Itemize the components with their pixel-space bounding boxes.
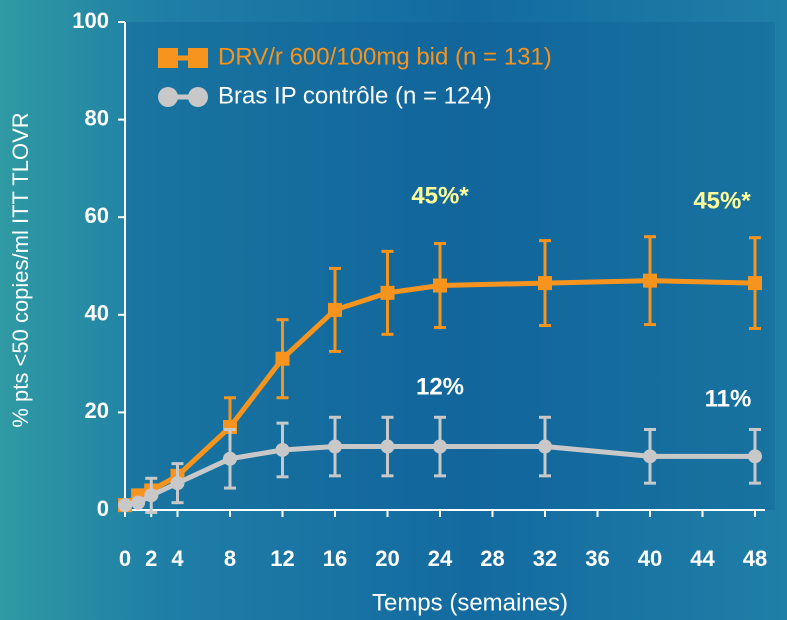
y-axis-label: % pts <50 copies/ml ITT TLOVR bbox=[8, 112, 33, 427]
x-tick-label: 2 bbox=[145, 546, 157, 571]
x-axis-label: Temps (semaines) bbox=[372, 589, 568, 616]
x-tick-label: 28 bbox=[480, 546, 504, 571]
x-tick-label: 20 bbox=[375, 546, 399, 571]
marker bbox=[275, 442, 290, 457]
legend-marker bbox=[158, 87, 178, 107]
x-tick-label: 44 bbox=[690, 546, 715, 571]
x-tick-label: 24 bbox=[428, 546, 453, 571]
x-tick-label: 16 bbox=[323, 546, 347, 571]
annotation: 45%* bbox=[411, 182, 469, 209]
x-tick-label: 36 bbox=[585, 546, 609, 571]
marker bbox=[144, 488, 159, 503]
marker bbox=[275, 351, 290, 366]
legend-label: DRV/r 600/100mg bid (n = 131) bbox=[218, 43, 552, 70]
y-tick-label: 20 bbox=[85, 398, 109, 423]
marker bbox=[433, 439, 447, 454]
legend-marker bbox=[158, 48, 178, 68]
marker bbox=[538, 439, 552, 454]
annotation: 45%* bbox=[693, 187, 751, 214]
annotation: 12% bbox=[416, 373, 464, 400]
marker bbox=[223, 451, 237, 466]
marker bbox=[643, 449, 657, 464]
x-tick-label: 12 bbox=[270, 546, 294, 571]
x-tick-label: 48 bbox=[743, 546, 767, 571]
marker bbox=[748, 449, 762, 464]
x-tick-label: 40 bbox=[638, 546, 662, 571]
y-tick-label: 100 bbox=[72, 8, 109, 33]
x-tick-label: 32 bbox=[533, 546, 557, 571]
marker bbox=[118, 498, 132, 513]
y-tick-label: 0 bbox=[97, 496, 109, 521]
legend-marker bbox=[188, 48, 208, 68]
marker bbox=[131, 495, 146, 510]
marker bbox=[433, 278, 447, 293]
annotation: 11% bbox=[705, 385, 752, 412]
y-tick-label: 80 bbox=[85, 105, 109, 130]
marker bbox=[380, 439, 395, 454]
marker bbox=[170, 476, 185, 491]
marker bbox=[328, 439, 342, 454]
marker bbox=[643, 273, 657, 288]
marker bbox=[380, 285, 395, 300]
x-tick-label: 4 bbox=[171, 546, 184, 571]
marker bbox=[538, 276, 552, 291]
y-tick-label: 60 bbox=[85, 203, 109, 228]
legend-label: Bras IP contrôle (n = 124) bbox=[218, 82, 492, 109]
marker bbox=[748, 276, 762, 291]
x-tick-label: 0 bbox=[119, 546, 131, 571]
marker bbox=[328, 302, 342, 317]
y-tick-label: 40 bbox=[85, 301, 109, 326]
x-tick-label: 8 bbox=[224, 546, 236, 571]
legend-marker bbox=[188, 87, 208, 107]
